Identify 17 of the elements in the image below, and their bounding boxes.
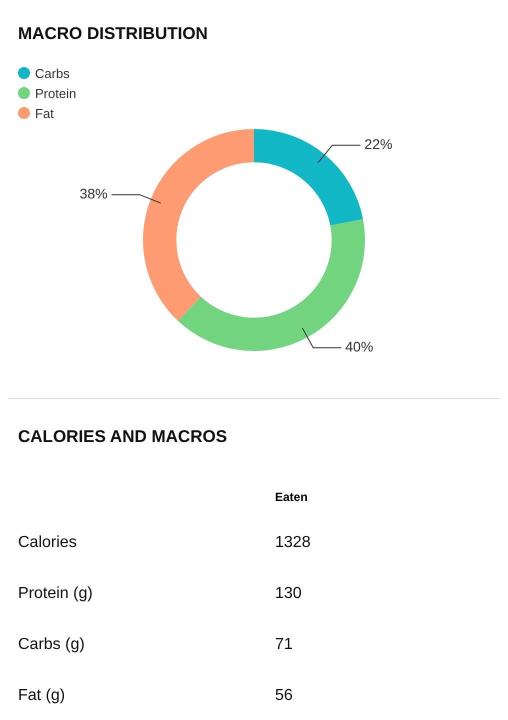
data-label: 56: [275, 686, 293, 704]
legend-label: Protein: [35, 86, 76, 100]
data-label: 38%: [80, 186, 108, 202]
data-label: 71: [275, 636, 293, 654]
data-label: 22%: [364, 136, 392, 152]
category-label: Protein (g): [17, 584, 94, 602]
category-label: Fat (g): [17, 686, 66, 704]
category-label: Carbs (g): [17, 636, 86, 654]
legend-label: Fat: [35, 106, 54, 120]
data-label: 40%: [345, 338, 374, 355]
data-label: 130: [275, 584, 302, 602]
chart-title: MACRO DISTRIBUTION: [18, 24, 208, 44]
text: Eaten: [275, 490, 308, 504]
data-label: 1328: [275, 534, 311, 552]
category-label: Calories: [17, 534, 78, 552]
legend-label: Carbs: [35, 66, 70, 80]
text: CALORIES AND MACROS: [18, 427, 228, 447]
